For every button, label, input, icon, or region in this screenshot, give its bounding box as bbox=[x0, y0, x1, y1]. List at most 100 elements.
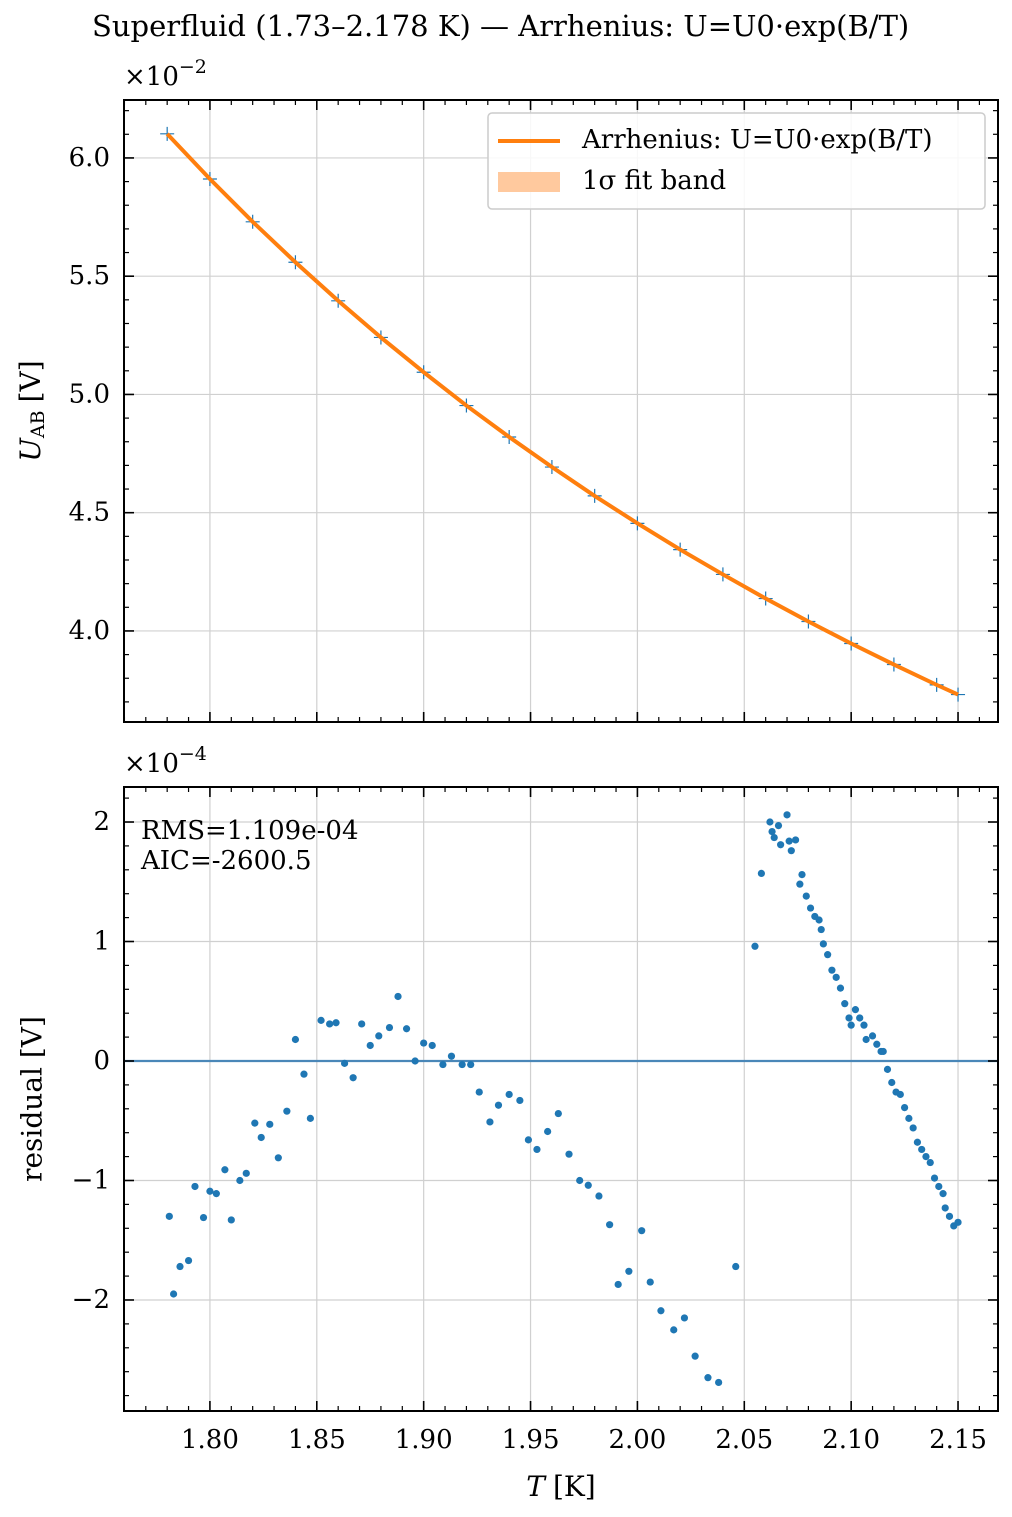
data-point bbox=[945, 1212, 954, 1220]
data-point bbox=[576, 1176, 584, 1185]
data-point bbox=[283, 1107, 291, 1115]
data-point bbox=[199, 1213, 208, 1222]
data-point bbox=[796, 880, 804, 888]
data-point bbox=[913, 1138, 922, 1146]
data-point bbox=[212, 1190, 220, 1198]
x-label-unit: [K] bbox=[553, 1470, 596, 1503]
data-point bbox=[646, 1278, 654, 1286]
data-point bbox=[165, 1212, 173, 1220]
y-axis-label: UAB [V] bbox=[14, 360, 50, 461]
x-tick-label: 2.00 bbox=[608, 1425, 666, 1455]
data-point bbox=[896, 1090, 904, 1099]
data-point bbox=[227, 1216, 235, 1224]
offset-exponent: −4 bbox=[179, 743, 207, 765]
data-point bbox=[447, 1052, 456, 1060]
data-point bbox=[516, 1096, 524, 1105]
data-point bbox=[402, 1025, 411, 1033]
data-point bbox=[614, 1280, 622, 1289]
data-point bbox=[291, 1035, 300, 1044]
data-point bbox=[873, 1040, 881, 1048]
legend-label: 1σ fit band bbox=[582, 166, 726, 196]
y-tick-label: 4.5 bbox=[69, 498, 110, 528]
data-point bbox=[798, 870, 806, 879]
data-point bbox=[791, 836, 800, 844]
data-point bbox=[274, 1154, 282, 1162]
data-point bbox=[467, 1060, 475, 1069]
x-tick-label: 1.80 bbox=[181, 1425, 239, 1455]
data-point bbox=[428, 1041, 436, 1050]
legend-swatch bbox=[498, 172, 560, 192]
data-point bbox=[358, 1020, 366, 1028]
data-point bbox=[251, 1119, 259, 1127]
data-point bbox=[385, 1023, 394, 1032]
data-point bbox=[680, 1314, 689, 1322]
data-point bbox=[691, 1352, 699, 1360]
data-point bbox=[191, 1182, 199, 1191]
data-point bbox=[828, 966, 836, 974]
data-point bbox=[768, 827, 776, 836]
data-point bbox=[625, 1267, 633, 1275]
data-point bbox=[918, 1145, 926, 1154]
offset-base: ×10 bbox=[124, 62, 179, 92]
data-point bbox=[257, 1133, 265, 1142]
data-point bbox=[832, 973, 840, 981]
data-point bbox=[845, 1014, 853, 1022]
y-label-subscript: AB bbox=[27, 410, 49, 439]
data-point bbox=[900, 1104, 909, 1112]
data-point bbox=[317, 1016, 325, 1024]
x-label-symbol: T bbox=[526, 1470, 547, 1503]
y-tick-label: 6.0 bbox=[69, 143, 110, 173]
data-point bbox=[340, 1059, 349, 1067]
data-point bbox=[475, 1088, 483, 1096]
chart-title: Superfluid (1.73–2.178 K) — Arrhenius: U… bbox=[92, 9, 909, 43]
data-point bbox=[819, 940, 827, 948]
x-tick-label: 2.10 bbox=[822, 1425, 880, 1455]
data-point bbox=[366, 1041, 374, 1050]
y-tick-label: 5.5 bbox=[69, 261, 110, 291]
data-point bbox=[785, 837, 793, 845]
data-point bbox=[922, 1152, 930, 1161]
data-point bbox=[862, 1035, 870, 1044]
data-point bbox=[524, 1136, 533, 1144]
x-axis-label: T [K] bbox=[526, 1470, 595, 1503]
data-point bbox=[236, 1176, 244, 1185]
y-axis-label: residual [V] bbox=[16, 1016, 49, 1182]
data-point bbox=[221, 1166, 229, 1174]
data-point bbox=[851, 1006, 860, 1014]
y-tick-label: −2 bbox=[72, 1285, 110, 1315]
data-point bbox=[806, 904, 815, 912]
data-point bbox=[638, 1227, 646, 1235]
annotation: AIC=-2600.5 bbox=[140, 846, 312, 876]
data-point bbox=[777, 841, 785, 849]
x-tick-label: 1.95 bbox=[502, 1425, 560, 1455]
data-point bbox=[939, 1190, 947, 1198]
data-point bbox=[704, 1374, 712, 1382]
data-point bbox=[860, 1021, 868, 1029]
data-point bbox=[306, 1114, 314, 1122]
data-point bbox=[349, 1074, 357, 1082]
plot-area bbox=[124, 787, 998, 1411]
y-tick-label: 5.0 bbox=[69, 379, 110, 409]
data-point bbox=[883, 1065, 892, 1073]
data-point bbox=[787, 847, 795, 855]
data-point bbox=[909, 1124, 917, 1132]
data-point bbox=[486, 1118, 494, 1126]
data-point bbox=[657, 1307, 665, 1315]
data-point bbox=[783, 811, 791, 819]
data-point bbox=[169, 1290, 178, 1298]
data-point bbox=[856, 1014, 864, 1022]
data-point bbox=[584, 1181, 592, 1189]
data-point bbox=[836, 984, 845, 992]
offset-base: ×10 bbox=[124, 749, 179, 779]
data-point bbox=[565, 1150, 573, 1158]
data-point bbox=[420, 1039, 428, 1047]
y-tick-label: −1 bbox=[72, 1165, 110, 1195]
data-point bbox=[879, 1047, 887, 1056]
data-point bbox=[458, 1060, 466, 1069]
legend-label: Arrhenius: U=U0·exp(B/T) bbox=[581, 125, 933, 155]
data-point bbox=[847, 1021, 855, 1029]
data-point bbox=[266, 1120, 274, 1128]
data-point bbox=[332, 1019, 340, 1027]
